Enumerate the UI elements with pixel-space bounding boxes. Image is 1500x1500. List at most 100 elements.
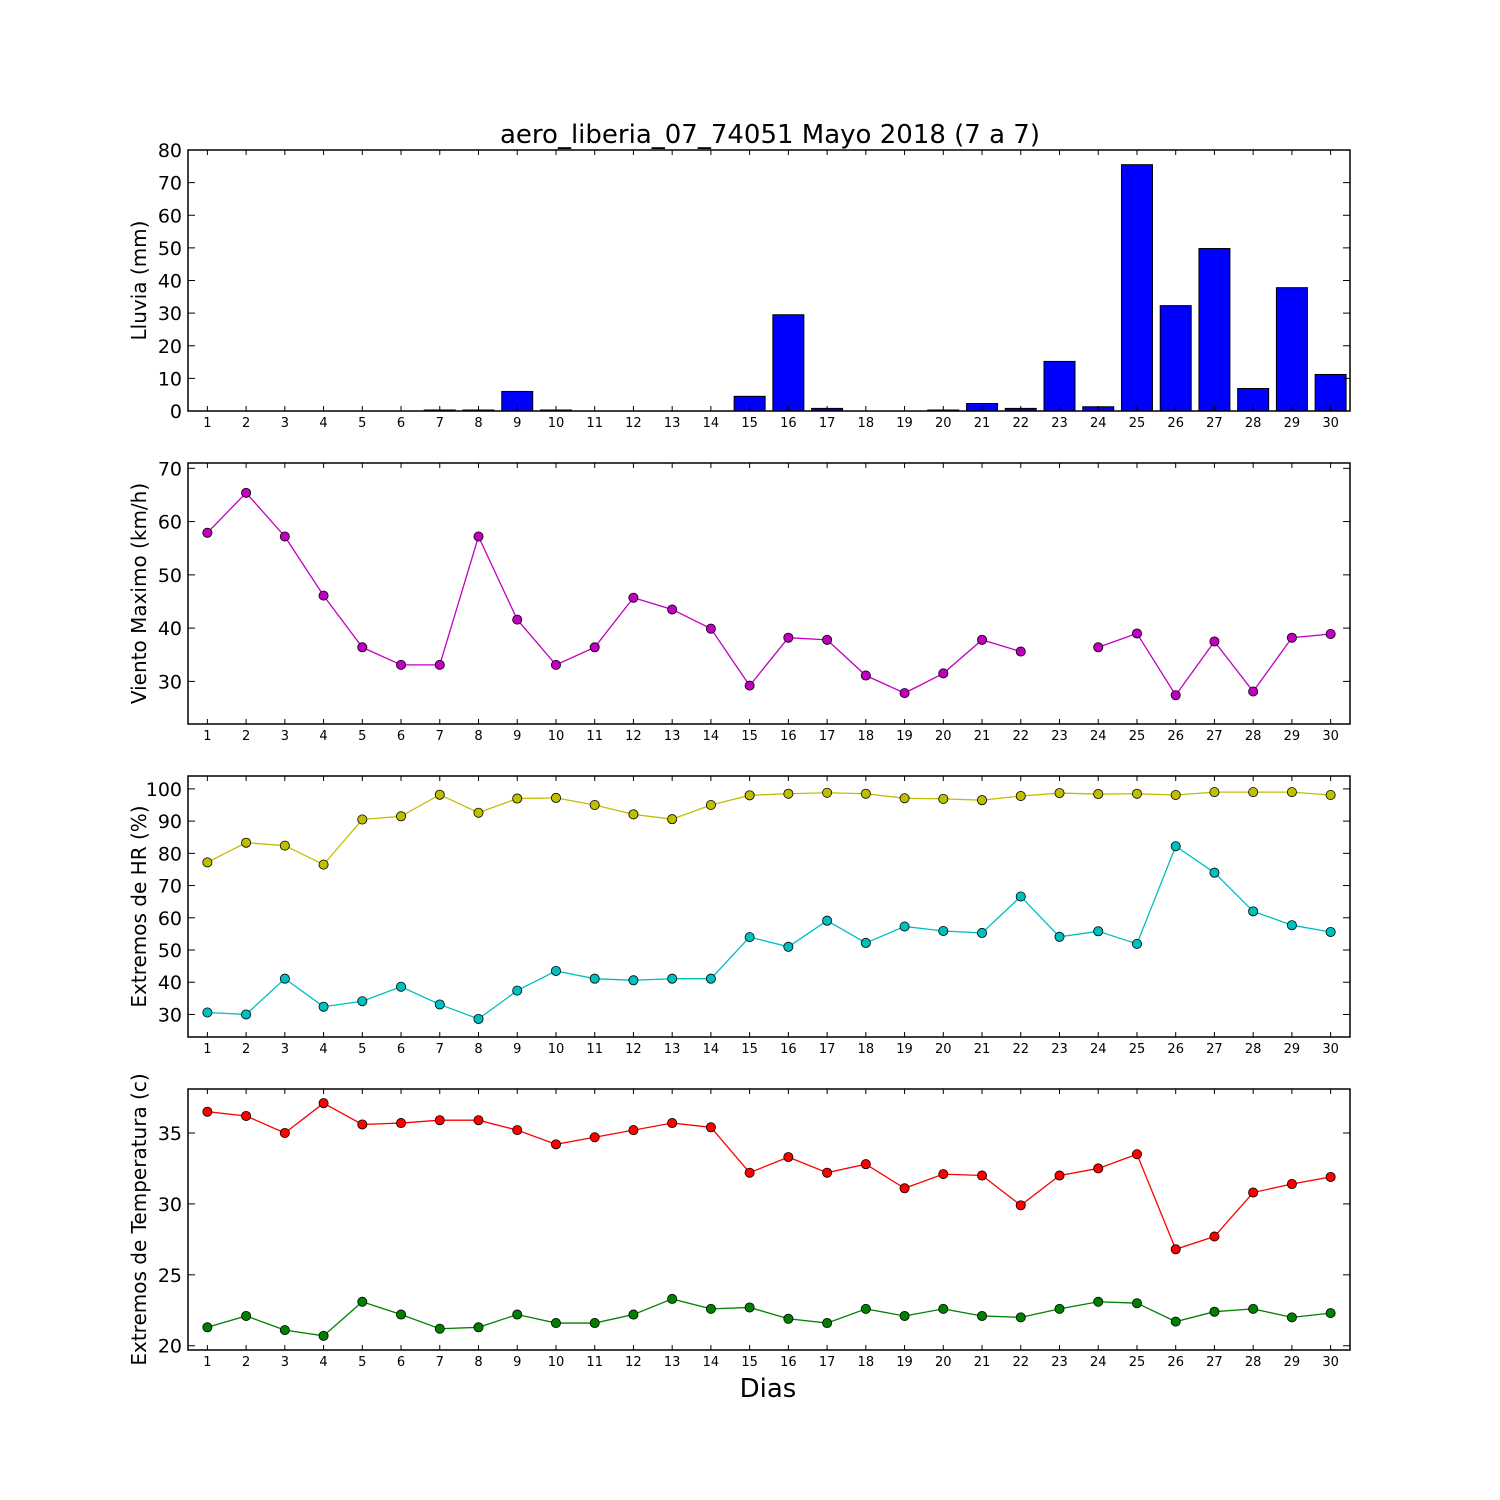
x-tick-label-10: 10 <box>548 1355 565 1370</box>
series-0-point-day-19 <box>899 688 910 699</box>
series-0-point-day-2 <box>241 1110 252 1121</box>
series-1-point-day-1 <box>202 1322 213 1333</box>
series-0-point-day-9 <box>512 614 523 625</box>
y-tick-label-50: 50 <box>158 565 182 587</box>
series-1-point-day-24 <box>1093 926 1104 937</box>
y-tick-label-30: 30 <box>158 1194 182 1216</box>
series-1-point-day-15 <box>744 1302 755 1313</box>
y-tick-label-60: 60 <box>158 512 182 534</box>
x-tick-label-6: 6 <box>397 416 405 431</box>
x-tick-label-27: 27 <box>1206 1042 1223 1057</box>
x-tick-label-24: 24 <box>1090 1042 1107 1057</box>
x-tick-label-29: 29 <box>1284 1042 1301 1057</box>
y-axis-label: Extremos de HR (%) <box>127 805 151 1007</box>
series-0-point-day-10 <box>550 659 561 670</box>
panel-temperature: 1 2 3 4 5 6 7 8 9 10 11 12 13 14 15 16 17 18 19 20 21 22 23 24 2… <box>127 1073 1351 1370</box>
series-1-point-day-20 <box>938 1303 949 1314</box>
series-0-point-day-22 <box>1015 790 1026 801</box>
series-1-point-day-9 <box>512 1309 523 1320</box>
series-0-point-day-18 <box>860 670 871 681</box>
y-tick-label-70: 70 <box>158 876 182 898</box>
series-0-point-day-25 <box>1131 1149 1142 1160</box>
x-tick-label-12: 12 <box>625 416 642 431</box>
series-1-point-day-5 <box>357 996 368 1007</box>
series-0-point-day-12 <box>628 592 639 603</box>
series-1-point-day-12 <box>628 975 639 986</box>
x-tick-label-3: 3 <box>281 1042 289 1057</box>
x-tick-label-23: 23 <box>1051 416 1068 431</box>
series-0-point-day-24 <box>1093 642 1104 653</box>
series-1-point-day-6 <box>396 981 407 992</box>
series-0-point-day-30 <box>1325 1171 1336 1182</box>
x-tick-label-9: 9 <box>513 1042 521 1057</box>
series-0-point-day-14 <box>705 800 716 811</box>
series-1-point-day-14 <box>705 973 716 984</box>
series-1-point-day-18 <box>860 937 871 948</box>
series-0-point-day-22 <box>1015 646 1026 657</box>
x-tick-label-28: 28 <box>1245 729 1262 744</box>
series-0-point-day-27 <box>1209 1231 1220 1242</box>
y-axis-label: Extremos de Temperatura (c) <box>127 1073 151 1365</box>
x-tick-label-25: 25 <box>1129 416 1146 431</box>
chart-title: aero_liberia_07_74051 Mayo 2018 (7 a 7) <box>500 120 1040 150</box>
x-tick-label-20: 20 <box>935 1042 952 1057</box>
x-tick-label-13: 13 <box>664 1355 681 1370</box>
series-0-point-day-23 <box>1054 788 1065 799</box>
series-0-point-day-16 <box>783 632 794 643</box>
x-tick-label-24: 24 <box>1090 729 1107 744</box>
series-0-point-day-21 <box>977 634 988 645</box>
x-tick-label-18: 18 <box>858 729 875 744</box>
x-tick-label-11: 11 <box>586 416 603 431</box>
x-tick-label-10: 10 <box>548 1042 565 1057</box>
x-tick-label-9: 9 <box>513 416 521 431</box>
x-tick-label-27: 27 <box>1206 416 1223 431</box>
x-tick-label-22: 22 <box>1012 416 1029 431</box>
series-1-point-day-28 <box>1248 906 1259 917</box>
series-0-point-day-15 <box>744 790 755 801</box>
series-1-point-day-23 <box>1054 1303 1065 1314</box>
y-axis-label: Viento Maximo (km/h) <box>127 483 151 704</box>
x-tick-label-6: 6 <box>397 729 405 744</box>
x-tick-label-30: 30 <box>1322 729 1339 744</box>
x-tick-label-5: 5 <box>358 1042 366 1057</box>
series-1-point-day-15 <box>744 932 755 943</box>
series-0-point-day-19 <box>899 793 910 804</box>
series-0-point-day-13 <box>667 1118 678 1129</box>
y-tick-label-100: 100 <box>146 779 182 801</box>
series-1-point-day-9 <box>512 985 523 996</box>
y-tick-label-70: 70 <box>158 173 182 195</box>
series-1-point-day-3 <box>279 1325 290 1336</box>
x-tick-label-9: 9 <box>513 1355 521 1370</box>
series-0-point-day-20 <box>938 1169 949 1180</box>
x-tick-label-13: 13 <box>664 1042 681 1057</box>
series-1-point-day-17 <box>822 1318 833 1329</box>
series-0-point-day-27 <box>1209 787 1220 798</box>
panel-rain: 1 2 3 4 5 6 7 8 9 10 11 12 13 14 15 16 17 18 19 20 21 22 23 24 2… <box>127 140 1351 431</box>
x-tick-label-25: 25 <box>1129 1355 1146 1370</box>
series-1-point-day-4 <box>318 1001 329 1012</box>
x-tick-label-8: 8 <box>474 729 482 744</box>
x-tick-label-28: 28 <box>1245 1042 1262 1057</box>
x-tick-label-24: 24 <box>1090 1355 1107 1370</box>
series-1-point-day-5 <box>357 1296 368 1307</box>
series-0-point-day-18 <box>860 1159 871 1170</box>
series-0-point-day-12 <box>628 809 639 820</box>
series-1-point-day-28 <box>1248 1303 1259 1314</box>
series-1-point-day-11 <box>589 1318 600 1329</box>
x-tick-label-1: 1 <box>203 1355 211 1370</box>
series-0-point-day-11 <box>589 800 600 811</box>
x-tick-label-7: 7 <box>436 1355 444 1370</box>
series-0-point-day-11 <box>589 1132 600 1143</box>
series-0-point-day-2 <box>241 487 252 498</box>
series-1-point-day-24 <box>1093 1296 1104 1307</box>
series-0-point-day-25 <box>1131 628 1142 639</box>
series-1-point-day-16 <box>783 941 794 952</box>
series-0-point-day-5 <box>357 814 368 825</box>
bar-day-16 <box>772 314 805 412</box>
x-tick-label-8: 8 <box>474 1042 482 1057</box>
x-axis-label: Dias <box>740 1374 797 1404</box>
x-tick-label-23: 23 <box>1051 1042 1068 1057</box>
panels: 1 2 3 4 5 6 7 8 9 10 11 12 13 14 15 16 17 18 19 20 21 22 23 24 2… <box>127 140 1351 1370</box>
series-0-line-segment-0 <box>206 491 1021 694</box>
